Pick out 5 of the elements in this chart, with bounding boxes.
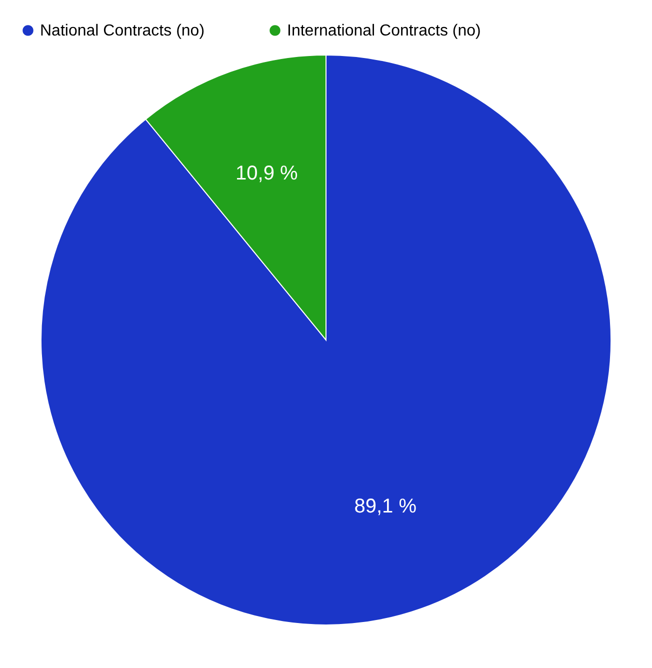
pie-slice bbox=[40, 54, 612, 626]
legend-label: National Contracts (no) bbox=[40, 22, 205, 40]
data-label: 10,9 % bbox=[236, 162, 298, 185]
data-label: 89,1 % bbox=[354, 495, 417, 518]
legend-label: International Contracts (no) bbox=[287, 22, 481, 40]
